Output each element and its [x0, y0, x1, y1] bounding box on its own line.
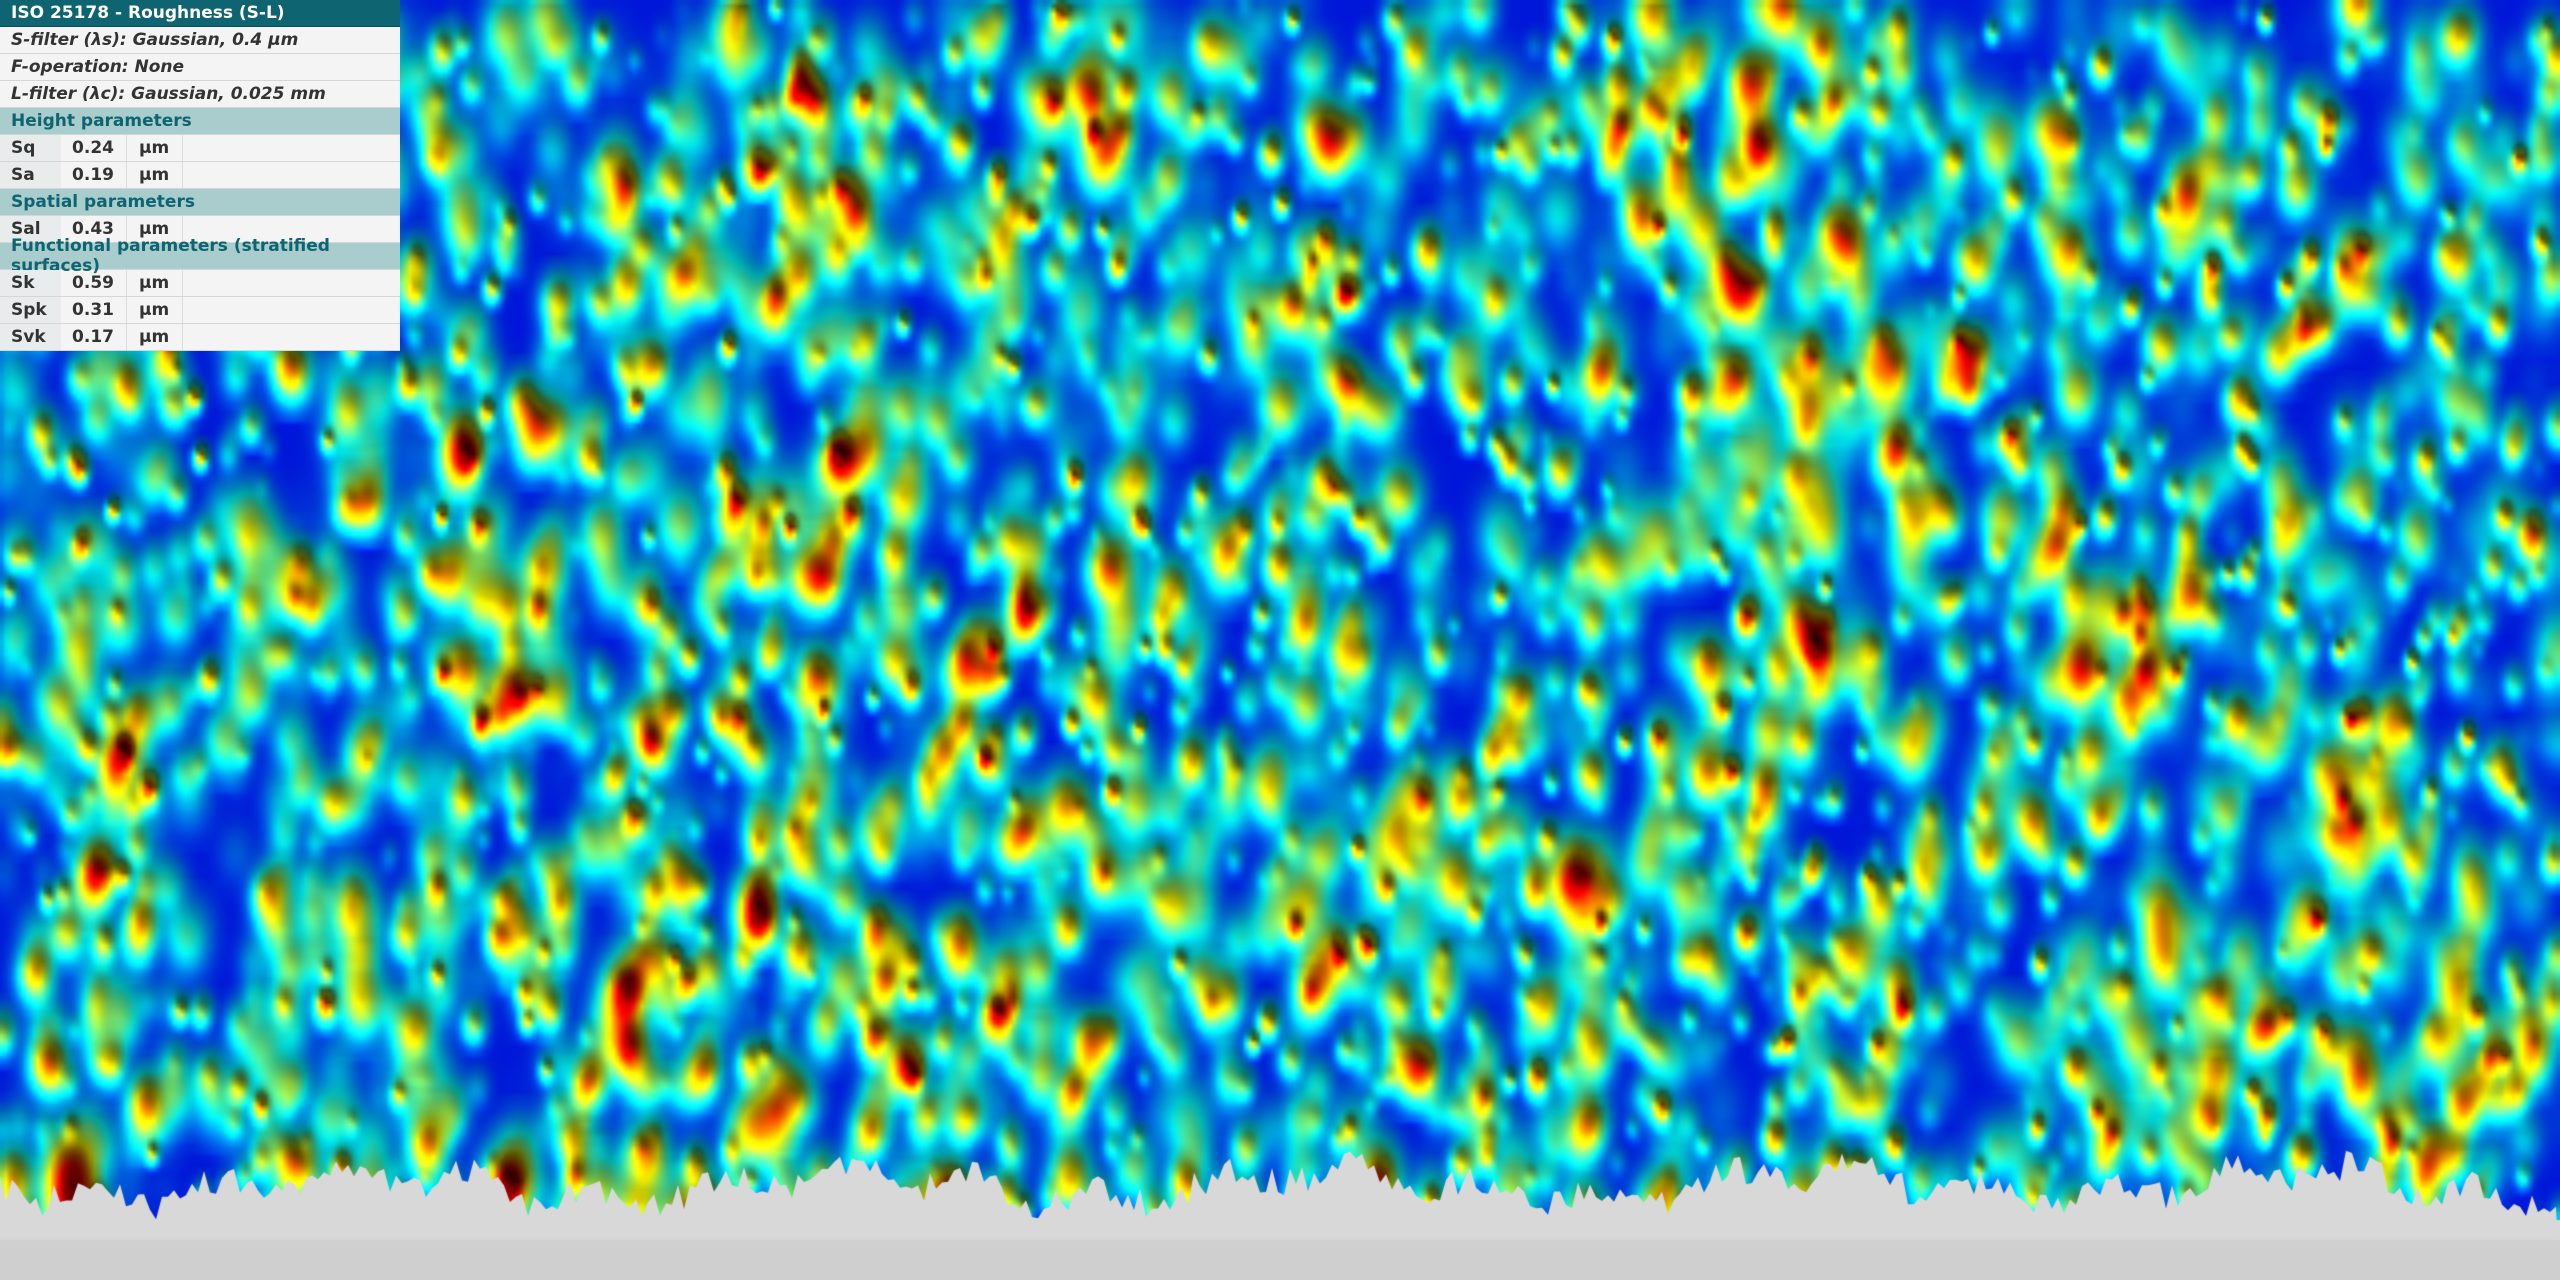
param-unit: µm — [127, 162, 183, 188]
param-name: Sq — [0, 135, 61, 161]
s-filter-info: S-filter (λs): Gaussian, 0.4 µm — [0, 27, 400, 54]
panel-title: ISO 25178 - Roughness (S-L) — [0, 0, 400, 27]
section-functional-parameters: Functional parameters (stratified surfac… — [0, 236, 400, 276]
param-value: 0.43 — [61, 216, 127, 242]
param-unit: µm — [127, 135, 183, 161]
param-name: Sa — [0, 162, 61, 188]
param-name: Svk — [0, 324, 61, 350]
param-unit: µm — [127, 297, 183, 323]
l-filter-info: L-filter (λc): Gaussian, 0.025 mm — [0, 81, 400, 108]
param-value: 0.31 — [61, 297, 127, 323]
param-row-sq: Sq 0.24 µm — [0, 135, 400, 162]
param-row-sal: Sal 0.43 µm — [0, 216, 400, 243]
f-operation-info: F-operation: None — [0, 54, 400, 81]
param-value: 0.19 — [61, 162, 127, 188]
section-spatial-parameters: Spatial parameters — [0, 189, 400, 216]
param-row-sk: Sk 0.59 µm — [0, 270, 400, 297]
section-height-parameters: Height parameters — [0, 108, 400, 135]
param-row-svk: Svk 0.17 µm — [0, 324, 400, 351]
param-row-sa: Sa 0.19 µm — [0, 162, 400, 189]
param-name: Sal — [0, 216, 61, 242]
param-value: 0.24 — [61, 135, 127, 161]
param-name: Spk — [0, 297, 61, 323]
param-unit: µm — [127, 324, 183, 350]
roughness-parameters-panel: ISO 25178 - Roughness (S-L) S-filter (λs… — [0, 0, 400, 351]
param-value: 0.59 — [61, 270, 127, 296]
param-unit: µm — [127, 270, 183, 296]
param-name: Sk — [0, 270, 61, 296]
param-unit: µm — [127, 216, 183, 242]
param-row-spk: Spk 0.31 µm — [0, 297, 400, 324]
param-value: 0.17 — [61, 324, 127, 350]
